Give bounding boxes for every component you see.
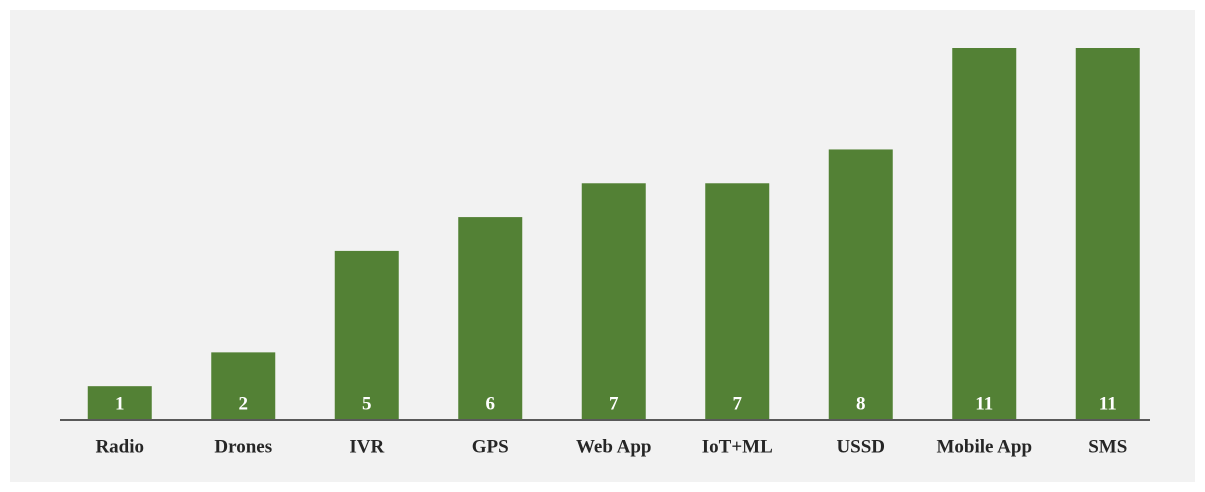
x-tick-label: SMS [1088, 436, 1127, 457]
data-label: 7 [609, 393, 619, 414]
bar [705, 183, 770, 420]
data-label: 6 [486, 393, 496, 414]
bar [1075, 48, 1140, 420]
bar [952, 48, 1017, 420]
bar [581, 183, 646, 420]
data-label: 5 [362, 393, 372, 414]
bar [211, 352, 276, 420]
data-label: 1 [115, 393, 125, 414]
x-tick-label: GPS [472, 436, 509, 457]
x-tick-label: Web App [576, 436, 652, 457]
bar [87, 386, 152, 420]
x-tick-label: Drones [214, 436, 272, 457]
x-tick-label: IoT+ML [702, 436, 773, 457]
x-tick-label: USSD [836, 436, 885, 457]
x-tick-label: Radio [95, 436, 144, 457]
x-tick-label: IVR [349, 436, 384, 457]
data-label: 11 [975, 393, 993, 414]
data-label: 8 [856, 393, 866, 414]
data-label: 11 [1099, 393, 1117, 414]
data-label: 2 [239, 393, 249, 414]
bar [334, 250, 399, 420]
x-tick-label: Mobile App [936, 436, 1032, 457]
data-label: 7 [733, 393, 743, 414]
bar [458, 217, 523, 420]
bar [828, 149, 893, 421]
